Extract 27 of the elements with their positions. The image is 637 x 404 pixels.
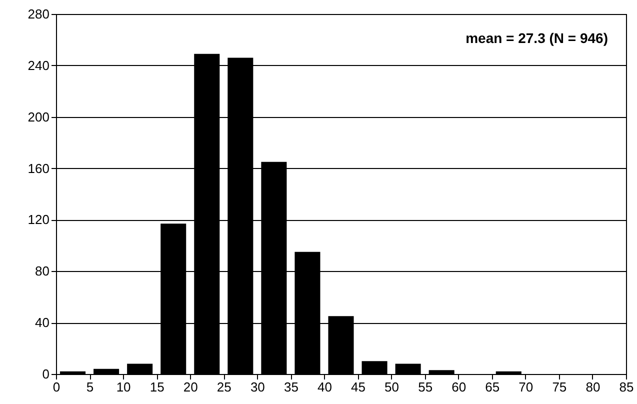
x-tick-label: 70 [518,380,534,394]
x-tick-label: 10 [116,380,131,394]
y-tick-label: 240 [28,58,50,73]
y-tick-label: 40 [35,315,50,330]
y-tick-label: 200 [28,109,50,124]
x-tick-label: 20 [183,380,198,394]
annotation: mean = 27.3 (N = 946) [466,30,608,46]
x-tick-label: 35 [284,380,298,394]
x-tick-label: 45 [351,380,366,394]
x-tick-label: 80 [586,380,600,394]
y-tick-label: 0 [42,366,50,382]
x-tick-label: 65 [485,380,500,394]
y-tick-label: 80 [35,264,50,279]
x-tick-label: 30 [250,380,265,394]
x-tick-label: 50 [384,380,400,394]
x-tick-label: 0 [52,380,60,394]
x-tick-label: 40 [318,380,332,394]
x-tick-label: 55 [418,380,433,394]
x-tick-label: 85 [619,380,634,394]
x-tick-label: 15 [150,380,164,394]
y-tick-label: 160 [28,160,50,176]
y-tick-label: 280 [28,6,50,22]
x-tick-label: 60 [452,380,466,394]
x-tick-label: 75 [552,380,567,394]
x-tick-label: 5 [86,380,94,394]
y-tick-label: 120 [28,212,50,228]
x-tick-label: 25 [216,380,232,394]
